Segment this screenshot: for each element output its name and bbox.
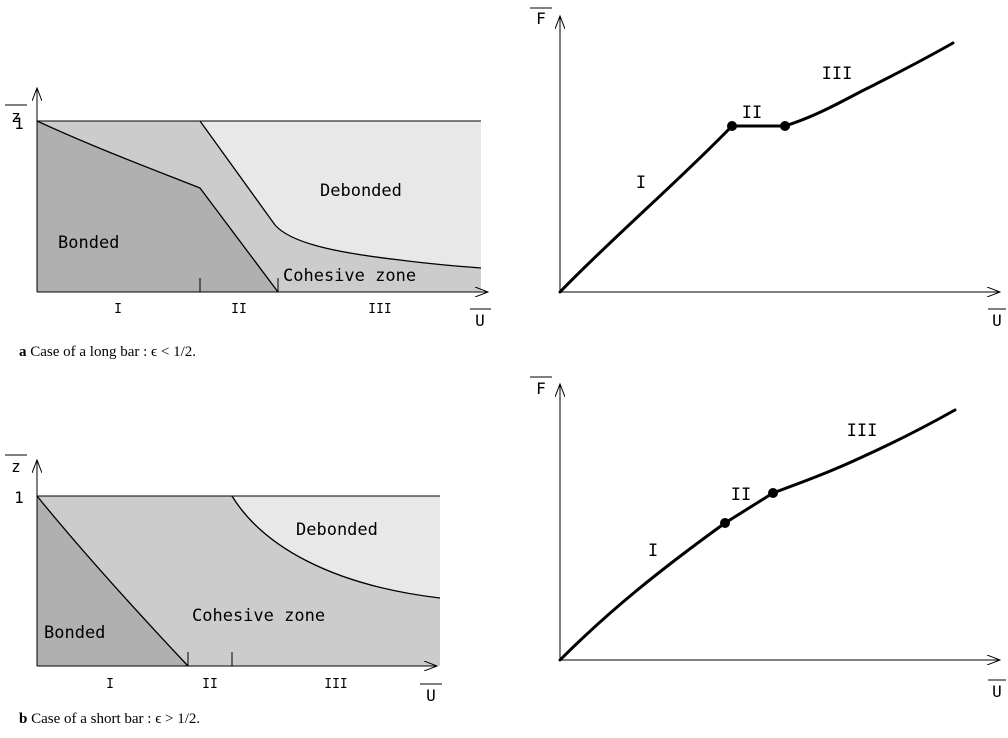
y-axis-label: z bbox=[11, 107, 21, 126]
panel-a-force-displacement: F U I II III bbox=[530, 7, 1006, 330]
phase-label-3: III bbox=[324, 677, 347, 692]
bonded-boundary-curve bbox=[36, 120, 279, 293]
phase-label-2: II bbox=[231, 302, 247, 317]
bonded-boundary-curve bbox=[36, 495, 189, 667]
y-tick-label: 1 bbox=[14, 488, 24, 507]
force-curve-phase-1 bbox=[558, 124, 734, 294]
x-axis-label: U bbox=[475, 311, 485, 330]
force-curve-phase-2 bbox=[723, 491, 775, 525]
x-axis-label: U bbox=[426, 686, 436, 705]
phase-label-1: I bbox=[636, 173, 646, 193]
force-curve-phase-3 bbox=[771, 408, 957, 495]
phase-label-3: III bbox=[368, 302, 391, 317]
force-curve-phase-1 bbox=[558, 521, 727, 662]
bonded-region bbox=[37, 121, 278, 292]
bonded-label: Bonded bbox=[44, 623, 105, 643]
phase-transition-point-1 bbox=[727, 121, 737, 131]
debonded-label: Debonded bbox=[320, 181, 402, 201]
force-curve-phase-3 bbox=[783, 41, 955, 128]
bonded-region bbox=[37, 496, 188, 666]
y-axis-label: F bbox=[536, 379, 546, 398]
phase-label-1: I bbox=[106, 677, 114, 692]
y-axis-label: F bbox=[536, 9, 546, 28]
panel-b-force-displacement: F U I II III bbox=[530, 376, 1006, 701]
caption-b: b Case of a short bar : ϵ > 1/2. bbox=[19, 711, 200, 727]
cohesive-zone-label: Cohesive zone bbox=[192, 606, 325, 626]
panel-b-phase-diagram: z 1 U Bonded Cohesive zone Debonded I II… bbox=[5, 454, 442, 705]
x-axis-label: U bbox=[992, 311, 1002, 330]
y-axis-label: z bbox=[11, 457, 21, 476]
phase-transition-point-2 bbox=[768, 488, 778, 498]
cohesive-zone-label: Cohesive zone bbox=[283, 266, 416, 286]
bonded-label: Bonded bbox=[58, 233, 119, 253]
debonded-label: Debonded bbox=[296, 520, 378, 540]
phase-label-3: III bbox=[847, 421, 878, 441]
caption-a: a Case of a long bar : ϵ < 1/2. bbox=[19, 344, 196, 360]
phase-transition-point-2 bbox=[780, 121, 790, 131]
x-axis-label: U bbox=[992, 682, 1002, 701]
phase-label-1: I bbox=[114, 302, 122, 317]
phase-label-1: I bbox=[648, 541, 658, 561]
phase-label-3: III bbox=[822, 64, 853, 84]
phase-transition-point-1 bbox=[720, 518, 730, 528]
debonded-boundary-curve bbox=[199, 120, 482, 269]
panel-a-phase-diagram: z 1 U Bonded Cohesive zone Debonded I II… bbox=[5, 88, 491, 330]
phase-label-2: II bbox=[202, 677, 218, 692]
phase-label-2: II bbox=[742, 103, 762, 123]
debonded-boundary-curve bbox=[231, 495, 441, 599]
phase-label-2: II bbox=[731, 485, 751, 505]
y-tick-label: 1 bbox=[14, 114, 24, 133]
